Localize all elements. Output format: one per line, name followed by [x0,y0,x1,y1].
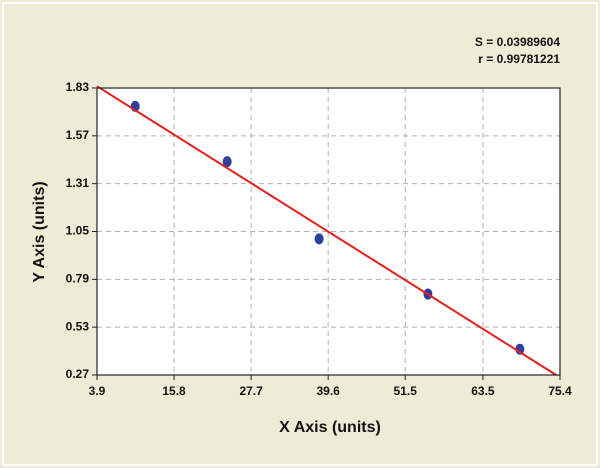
x-tick-label: 15.8 [162,384,186,398]
y-tick-label: 1.05 [66,224,90,238]
y-tick-label: 1.31 [66,176,90,190]
data-point [515,343,525,355]
x-tick-label: 39.6 [316,384,340,398]
x-tick-label: 3.9 [89,384,106,398]
x-tick-label: 51.5 [394,384,418,398]
data-point [222,156,232,168]
annotation: S = 0.03989604 [475,35,560,49]
y-tick-label: 0.79 [66,272,90,286]
x-tick-label: 63.5 [471,384,495,398]
y-axis-title: Y Axis (units) [31,181,48,282]
data-point [314,233,324,245]
y-tick-label: 1.83 [66,80,90,94]
fit-line [96,85,557,376]
marks [96,85,557,376]
annotation: r = 0.99781221 [478,52,560,66]
y-tick-label: 1.57 [66,128,90,142]
y-tick-label: 0.53 [66,319,90,333]
x-tick-label: 27.7 [239,384,263,398]
y-tick-label: 0.27 [66,367,90,381]
x-axis-title: X Axis (units) [279,419,381,436]
x-tick-label: 75.4 [548,384,572,398]
